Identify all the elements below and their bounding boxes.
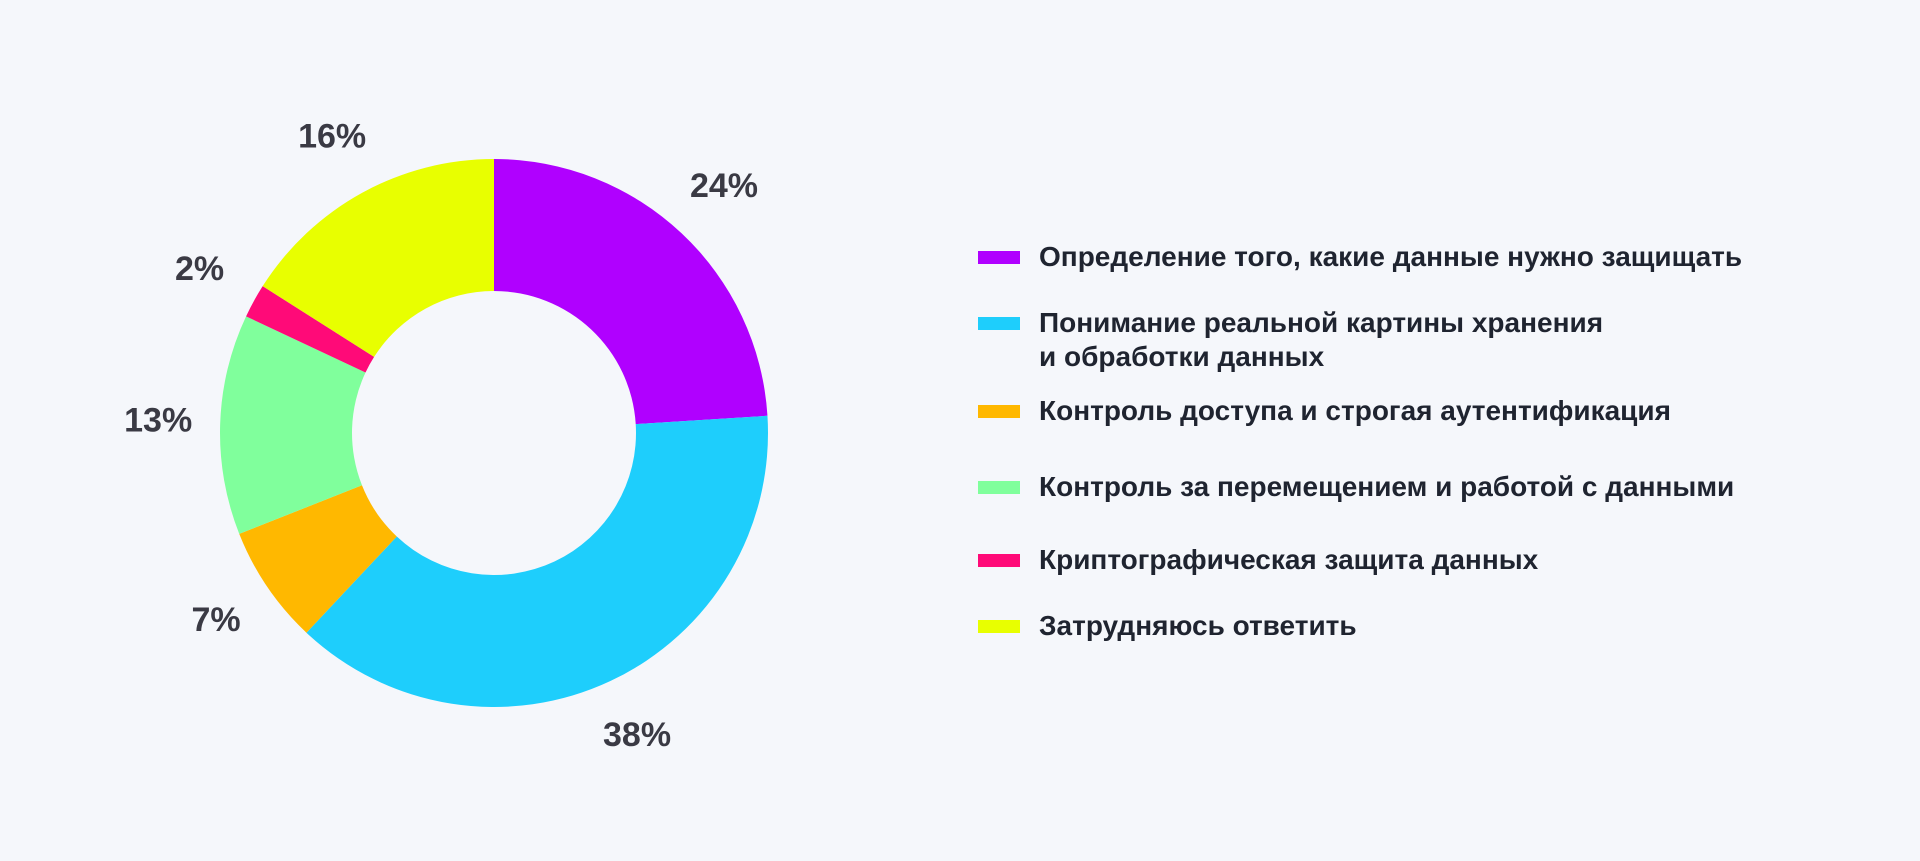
donut-slice-4 (246, 286, 375, 373)
donut-slice-3 (220, 316, 366, 534)
value-label-5: 16% (298, 118, 366, 156)
legend-label: Определение того, какие данные нужно защ… (1039, 241, 1743, 272)
legend-swatch (978, 481, 1020, 494)
value-label-2: 7% (192, 601, 241, 639)
donut-slice-2 (239, 485, 397, 633)
legend-swatch (978, 317, 1020, 330)
legend-item-cryptography: Криптографическая защита данных (978, 543, 1859, 577)
donut-slices (220, 159, 769, 708)
legend-label: Контроль доступа и строгая аутентификаци… (1039, 395, 1671, 426)
value-label-1: 38% (603, 716, 671, 754)
value-label-0: 24% (690, 167, 758, 205)
legend-label: Понимание реальной картины хранения и об… (1039, 307, 1604, 372)
legend-swatch (978, 405, 1020, 418)
legend-item-access-control: Контроль доступа и строгая аутентификаци… (978, 394, 1859, 428)
legend-item-data-movement: Контроль за перемещением и работой с дан… (978, 470, 1859, 504)
legend-swatch (978, 620, 1020, 633)
value-label-4: 2% (175, 250, 224, 288)
legend-label: Криптографическая защита данных (1039, 544, 1539, 575)
legend-item-storage-picture: Понимание реальной картины хранения и об… (978, 306, 1859, 374)
donut-slice-5 (262, 159, 494, 357)
legend-item-define-data: Определение того, какие данные нужно защ… (978, 240, 1859, 274)
donut-slice-1 (306, 415, 769, 708)
legend-item-hard-to-answer: Затрудняюсь ответить (978, 609, 1859, 643)
donut-slice-0 (494, 159, 768, 425)
donut-value-labels: 24% 38% 7% 13% 2% 16% (124, 118, 758, 754)
legend-label: Затрудняюсь ответить (1039, 610, 1357, 641)
legend-swatch (978, 554, 1020, 567)
legend-swatch (978, 251, 1020, 264)
legend-label: Контроль за перемещением и работой с дан… (1039, 471, 1735, 502)
value-label-3: 13% (124, 401, 192, 439)
